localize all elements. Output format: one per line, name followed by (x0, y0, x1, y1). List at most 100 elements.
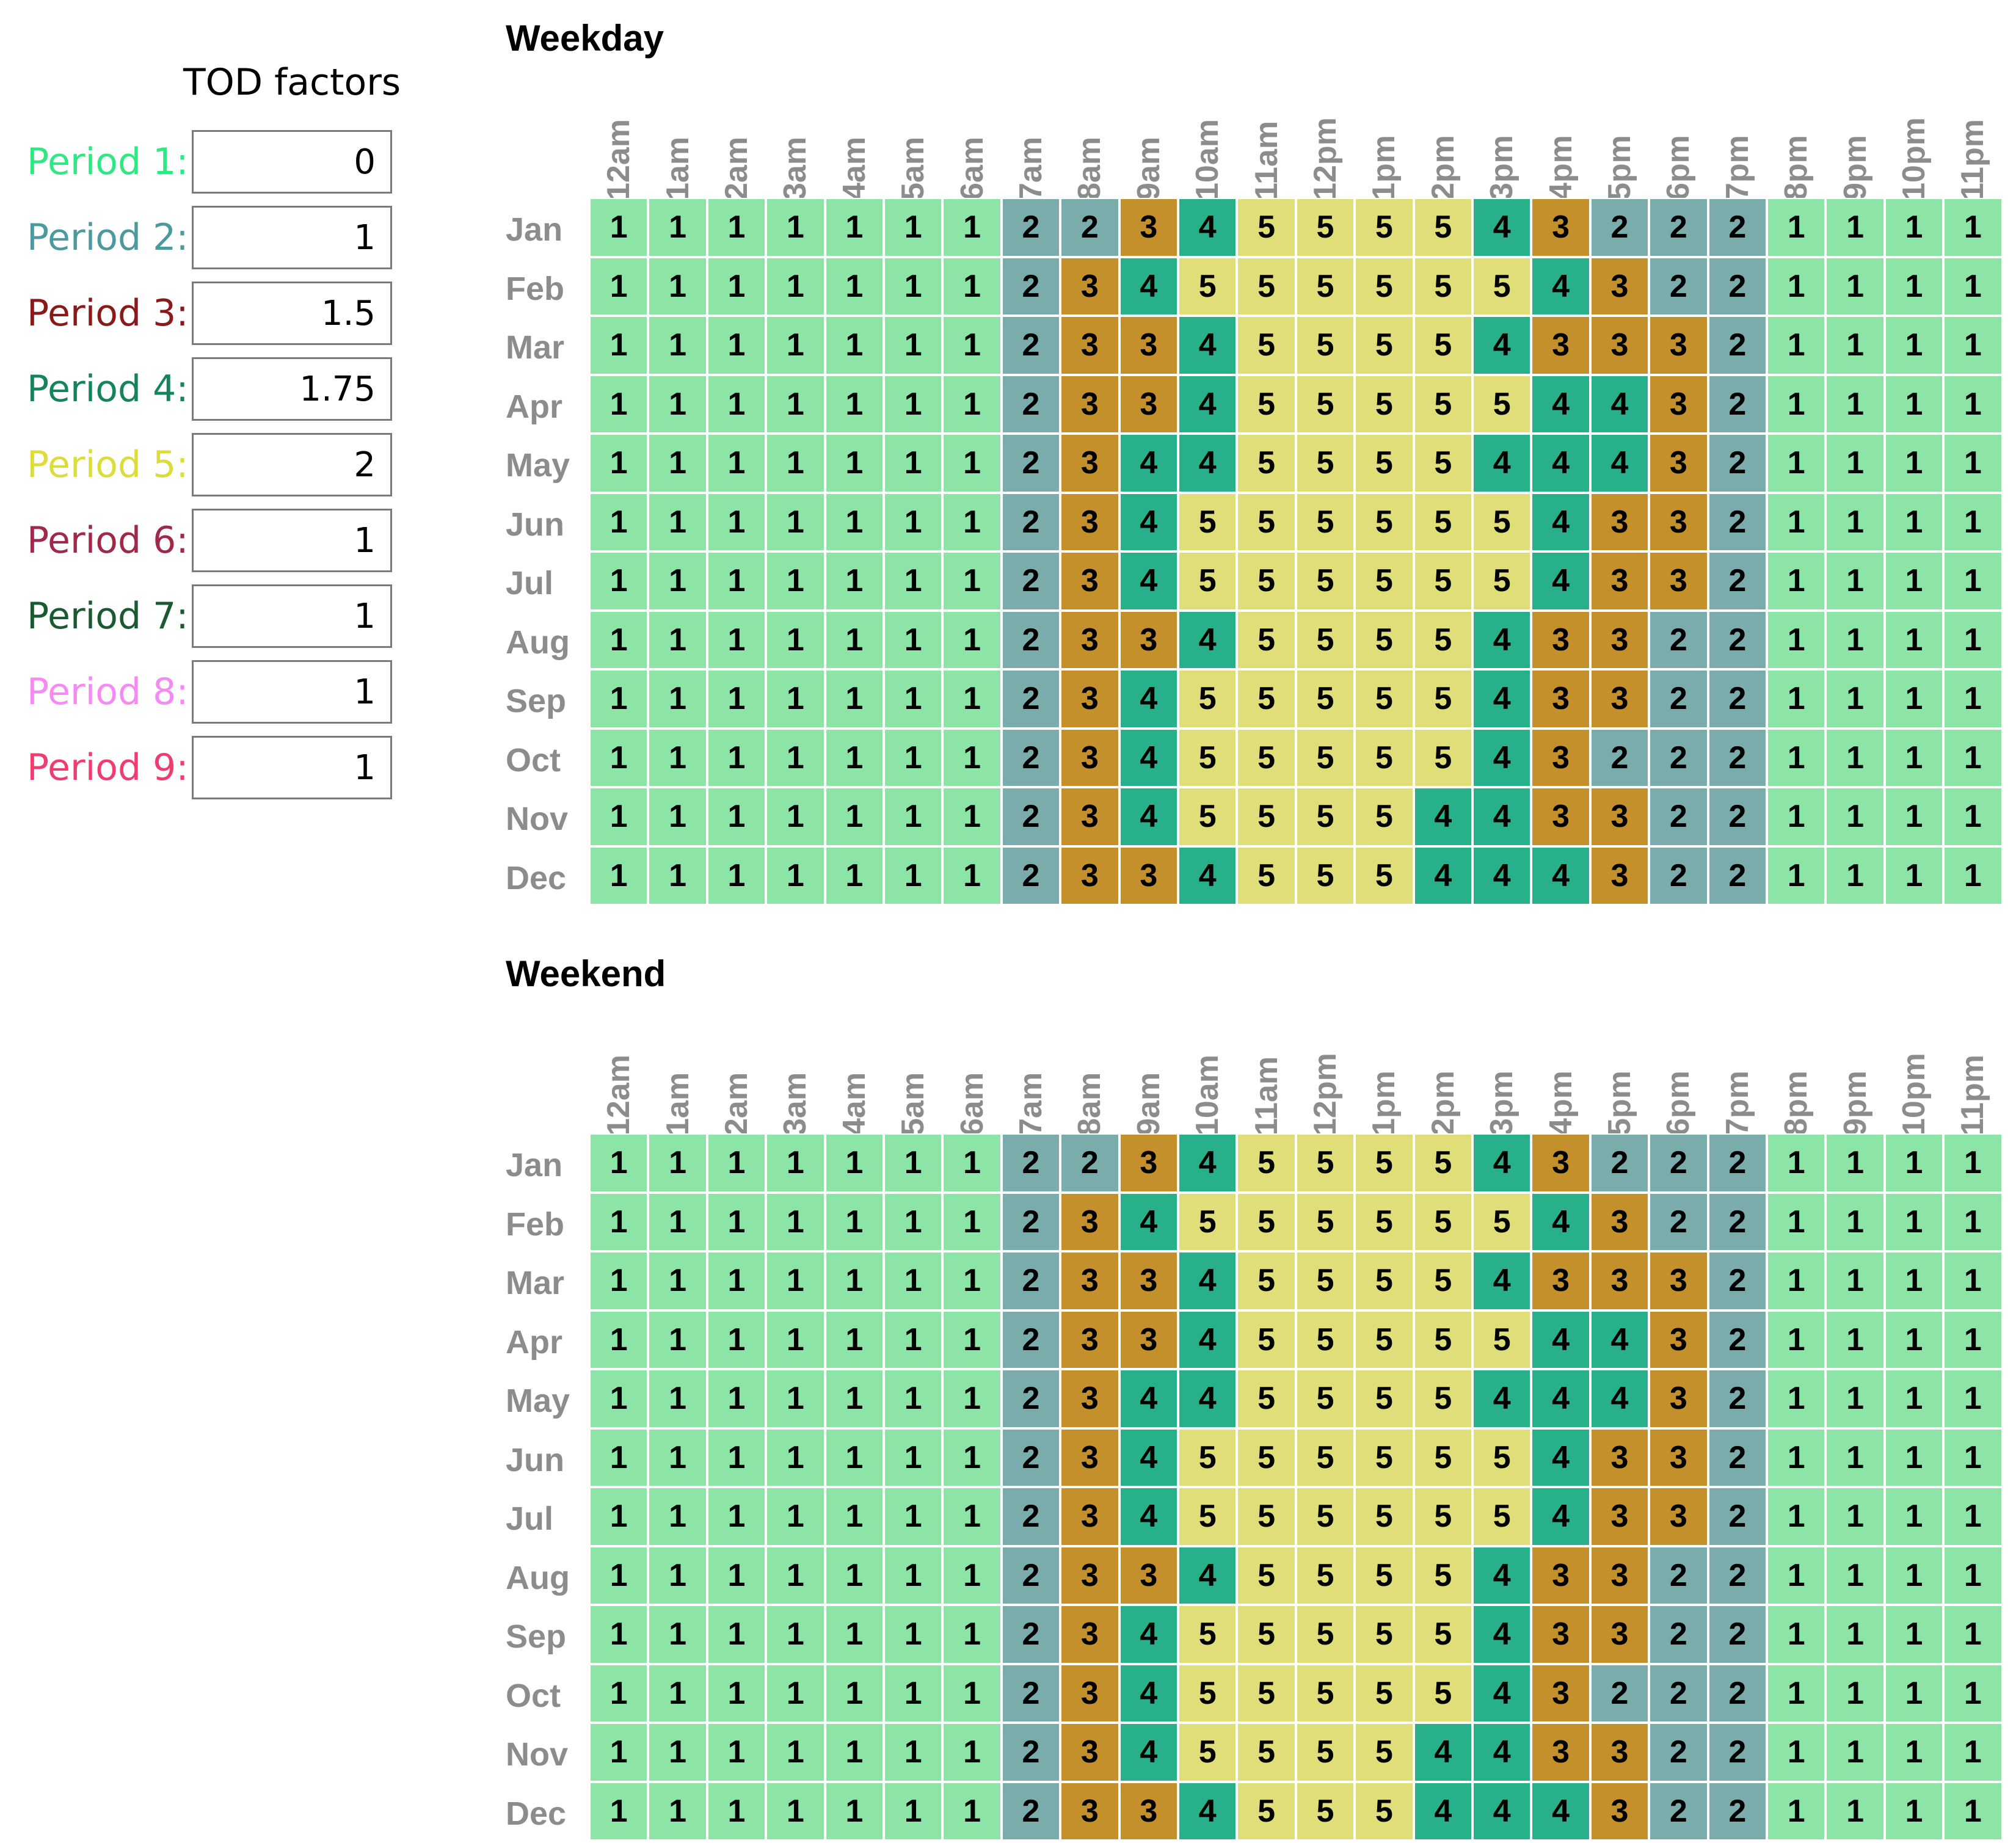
weekend-schedule-cell[interactable]: 3 (1060, 1251, 1119, 1310)
weekend-schedule-cell[interactable]: 1 (1825, 1546, 1885, 1605)
weekend-schedule-cell[interactable]: 5 (1472, 1428, 1532, 1487)
weekend-schedule-cell[interactable]: 2 (1708, 1723, 1767, 1782)
weekday-schedule-cell[interactable]: 3 (1590, 787, 1650, 846)
weekend-schedule-cell[interactable]: 4 (1178, 1369, 1237, 1428)
weekday-schedule-cell[interactable]: 1 (589, 787, 649, 846)
weekend-schedule-cell[interactable]: 5 (1178, 1487, 1237, 1546)
weekend-schedule-cell[interactable]: 1 (1767, 1546, 1826, 1605)
weekday-schedule-cell[interactable]: 1 (1825, 669, 1885, 729)
weekend-schedule-cell[interactable]: 2 (1001, 1781, 1061, 1841)
weekend-schedule-cell[interactable]: 1 (707, 1663, 766, 1723)
weekday-schedule-cell[interactable]: 4 (1472, 728, 1532, 787)
weekday-schedule-cell[interactable]: 5 (1295, 669, 1355, 729)
weekday-schedule-cell[interactable]: 3 (1060, 551, 1119, 611)
weekend-schedule-cell[interactable]: 1 (1943, 1133, 2003, 1193)
weekday-schedule-cell[interactable]: 4 (1119, 669, 1178, 729)
weekday-schedule-cell[interactable]: 5 (1413, 492, 1472, 551)
weekend-schedule-cell[interactable]: 1 (1767, 1251, 1826, 1310)
weekday-schedule-cell[interactable]: 2 (1649, 610, 1708, 669)
weekday-schedule-cell[interactable]: 1 (648, 669, 707, 729)
weekday-schedule-cell[interactable]: 1 (884, 256, 943, 316)
weekday-schedule-cell[interactable]: 5 (1237, 728, 1296, 787)
weekday-schedule-cell[interactable]: 1 (1943, 316, 2003, 375)
weekday-schedule-cell[interactable]: 2 (1001, 728, 1061, 787)
weekday-schedule-cell[interactable]: 1 (1825, 610, 1885, 669)
weekday-schedule-cell[interactable]: 3 (1649, 551, 1708, 611)
weekend-schedule-cell[interactable]: 1 (1767, 1663, 1826, 1723)
period-5-factor-input[interactable] (192, 433, 392, 496)
weekend-schedule-cell[interactable]: 5 (1237, 1723, 1296, 1782)
weekday-schedule-cell[interactable]: 5 (1237, 316, 1296, 375)
weekend-schedule-cell[interactable]: 1 (707, 1133, 766, 1193)
weekend-schedule-cell[interactable]: 1 (707, 1487, 766, 1546)
weekend-schedule-cell[interactable]: 1 (1767, 1133, 1826, 1193)
weekday-schedule-cell[interactable]: 5 (1295, 374, 1355, 434)
weekday-schedule-cell[interactable]: 5 (1413, 610, 1472, 669)
weekday-schedule-cell[interactable]: 5 (1355, 610, 1414, 669)
weekend-schedule-cell[interactable]: 2 (1708, 1663, 1767, 1723)
weekend-schedule-cell[interactable]: 4 (1413, 1723, 1472, 1782)
weekday-schedule-cell[interactable]: 4 (1531, 374, 1590, 434)
weekend-schedule-cell[interactable]: 2 (1001, 1310, 1061, 1369)
period-6-factor-input[interactable] (192, 509, 392, 572)
weekday-schedule-cell[interactable]: 4 (1531, 256, 1590, 316)
weekend-schedule-cell[interactable]: 5 (1355, 1310, 1414, 1369)
weekend-schedule-cell[interactable]: 1 (589, 1192, 649, 1251)
weekday-schedule-cell[interactable]: 1 (1884, 316, 1944, 375)
weekday-schedule-cell[interactable]: 1 (589, 492, 649, 551)
weekend-schedule-cell[interactable]: 1 (824, 1781, 884, 1841)
weekday-schedule-cell[interactable]: 4 (1413, 787, 1472, 846)
weekday-schedule-cell[interactable]: 1 (707, 434, 766, 493)
weekend-schedule-cell[interactable]: 1 (824, 1369, 884, 1428)
weekday-schedule-cell[interactable]: 1 (884, 198, 943, 257)
weekday-schedule-cell[interactable]: 1 (1825, 198, 1885, 257)
weekday-schedule-cell[interactable]: 4 (1119, 787, 1178, 846)
weekend-schedule-cell[interactable]: 3 (1590, 1723, 1650, 1782)
weekend-schedule-cell[interactable]: 1 (707, 1251, 766, 1310)
weekend-schedule-cell[interactable]: 1 (1884, 1251, 1944, 1310)
weekday-schedule-cell[interactable]: 1 (648, 551, 707, 611)
weekday-schedule-cell[interactable]: 4 (1472, 846, 1532, 905)
weekday-schedule-cell[interactable]: 1 (648, 316, 707, 375)
weekend-schedule-cell[interactable]: 1 (884, 1251, 943, 1310)
weekday-schedule-cell[interactable]: 3 (1590, 846, 1650, 905)
weekday-schedule-cell[interactable]: 5 (1355, 198, 1414, 257)
weekday-schedule-cell[interactable]: 3 (1531, 669, 1590, 729)
weekday-schedule-cell[interactable]: 1 (648, 610, 707, 669)
weekend-schedule-cell[interactable]: 2 (1001, 1546, 1061, 1605)
weekend-schedule-cell[interactable]: 1 (707, 1605, 766, 1664)
weekend-schedule-cell[interactable]: 4 (1472, 1663, 1532, 1723)
weekday-schedule-cell[interactable]: 2 (1001, 551, 1061, 611)
weekday-schedule-cell[interactable]: 1 (1884, 434, 1944, 493)
weekday-schedule-cell[interactable]: 1 (1767, 610, 1826, 669)
weekend-schedule-cell[interactable]: 1 (884, 1723, 943, 1782)
weekday-schedule-cell[interactable]: 5 (1237, 492, 1296, 551)
weekday-schedule-cell[interactable]: 1 (1767, 728, 1826, 787)
weekend-schedule-cell[interactable]: 4 (1178, 1251, 1237, 1310)
weekday-schedule-cell[interactable]: 1 (1767, 551, 1826, 611)
weekend-schedule-cell[interactable]: 4 (1590, 1310, 1650, 1369)
weekday-schedule-cell[interactable]: 2 (1001, 316, 1061, 375)
weekend-schedule-cell[interactable]: 1 (1825, 1310, 1885, 1369)
weekend-schedule-cell[interactable]: 1 (1825, 1251, 1885, 1310)
weekday-schedule-cell[interactable]: 3 (1119, 610, 1178, 669)
weekday-schedule-cell[interactable]: 2 (1590, 198, 1650, 257)
weekday-schedule-cell[interactable]: 5 (1295, 198, 1355, 257)
weekend-schedule-cell[interactable]: 4 (1178, 1133, 1237, 1193)
weekday-schedule-cell[interactable]: 5 (1413, 374, 1472, 434)
period-1-factor-input[interactable] (192, 130, 392, 194)
weekend-schedule-cell[interactable]: 3 (1531, 1133, 1590, 1193)
weekday-schedule-cell[interactable]: 3 (1060, 728, 1119, 787)
weekday-schedule-cell[interactable]: 1 (648, 728, 707, 787)
weekend-schedule-cell[interactable]: 5 (1295, 1663, 1355, 1723)
weekend-schedule-cell[interactable]: 4 (1119, 1605, 1178, 1664)
weekend-schedule-cell[interactable]: 1 (766, 1546, 825, 1605)
weekday-schedule-cell[interactable]: 1 (766, 256, 825, 316)
weekend-schedule-cell[interactable]: 1 (1767, 1605, 1826, 1664)
weekend-schedule-cell[interactable]: 1 (648, 1369, 707, 1428)
weekend-schedule-cell[interactable]: 3 (1590, 1781, 1650, 1841)
weekday-schedule-cell[interactable]: 1 (1943, 846, 2003, 905)
weekday-schedule-cell[interactable]: 2 (1708, 198, 1767, 257)
weekend-schedule-cell[interactable]: 4 (1531, 1192, 1590, 1251)
weekend-schedule-cell[interactable]: 1 (1825, 1605, 1885, 1664)
